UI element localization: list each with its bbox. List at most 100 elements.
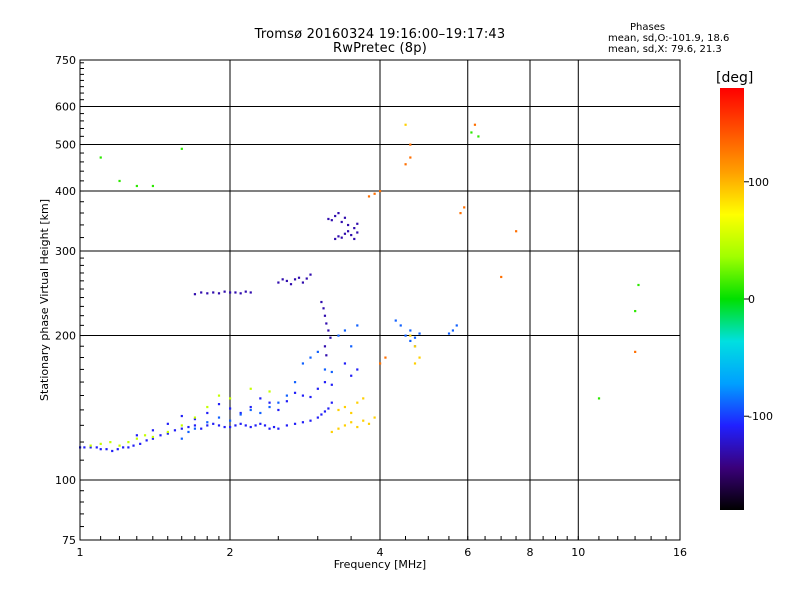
data-point <box>89 446 92 449</box>
data-point <box>244 424 247 427</box>
data-point <box>217 424 221 427</box>
data-point <box>212 422 215 425</box>
data-point <box>309 356 312 359</box>
data-point <box>99 156 102 159</box>
data-point <box>301 362 305 365</box>
data-point <box>459 212 462 215</box>
data-point <box>337 235 340 238</box>
data-point <box>316 387 319 390</box>
data-point <box>293 422 297 425</box>
data-point <box>399 324 402 327</box>
data-point <box>500 275 503 279</box>
data-point <box>239 292 242 295</box>
data-point <box>463 206 466 209</box>
data-point <box>316 350 319 353</box>
data-point <box>206 424 209 427</box>
data-point <box>180 427 183 430</box>
data-point <box>413 362 417 365</box>
data-point <box>180 424 183 427</box>
data-point <box>268 405 271 409</box>
y-tick-label: 750 <box>55 54 76 67</box>
data-point <box>305 277 308 280</box>
data-point <box>337 408 340 412</box>
data-point <box>320 300 323 304</box>
x-axis-title: Frequency [MHz] <box>334 558 426 571</box>
data-point <box>373 416 376 419</box>
data-point <box>193 427 197 430</box>
data-point <box>330 219 333 222</box>
data-point <box>285 400 288 403</box>
chart-title: Tromsø 20160324 19:16:00–19:17:43 <box>254 27 506 42</box>
data-point <box>404 334 407 337</box>
y-axis-title: Stationary phase Virtual Height [km] <box>38 199 51 401</box>
data-point <box>239 413 242 416</box>
data-point <box>289 283 293 286</box>
y-tick-label: 75 <box>62 534 76 547</box>
data-point <box>249 408 252 412</box>
data-point <box>127 446 130 449</box>
data-point <box>187 430 190 434</box>
data-point <box>340 220 343 224</box>
data-point <box>151 184 155 188</box>
data-point <box>323 314 327 317</box>
data-point <box>379 362 382 365</box>
data-point <box>309 395 312 399</box>
data-point <box>327 329 330 332</box>
data-point <box>323 381 327 384</box>
data-point <box>285 394 288 397</box>
data-point <box>249 387 252 390</box>
data-point <box>320 413 323 416</box>
data-point <box>373 192 376 195</box>
data-point <box>118 179 121 183</box>
data-point <box>327 407 330 410</box>
phase-stats-x-mode: mean, sd,X: 79.6, 21.3 <box>608 44 722 55</box>
data-point <box>151 429 155 432</box>
data-point <box>334 214 337 218</box>
data-point <box>268 427 271 430</box>
data-point <box>325 322 328 325</box>
data-point <box>309 419 312 422</box>
colorbar-tick-label: 100 <box>748 176 769 189</box>
data-point <box>193 424 197 427</box>
data-point <box>337 427 340 430</box>
data-point <box>325 354 328 357</box>
chart-subtitle: RwPretec (8p) <box>333 41 427 56</box>
data-point <box>409 156 412 159</box>
data-point <box>234 424 237 427</box>
data-point <box>229 407 232 410</box>
data-point <box>193 416 197 419</box>
data-point <box>116 448 119 451</box>
data-point <box>127 441 130 444</box>
data-point <box>99 448 102 451</box>
colorbar-tick-label: 0 <box>748 293 755 306</box>
colorbar-ticks: 100 0 -100 <box>744 176 773 423</box>
data-point <box>350 345 353 348</box>
data-point <box>330 401 333 404</box>
data-point <box>413 345 417 348</box>
data-point <box>285 279 288 283</box>
x-tick-label: 4 <box>377 546 384 559</box>
data-point <box>277 281 280 284</box>
phase-stats-o-mode: mean, sd,O:-101.9, 18.6 <box>608 33 730 44</box>
data-point <box>166 430 169 434</box>
data-point <box>239 411 242 415</box>
data-point <box>139 442 142 445</box>
data-point <box>180 414 183 418</box>
y-axis: 75 100 200 300 400 500 600 750 <box>55 54 84 547</box>
data-point <box>135 437 138 440</box>
data-point <box>343 362 347 365</box>
data-point <box>301 281 305 284</box>
data-point <box>515 230 518 233</box>
data-point <box>217 416 221 419</box>
data-point <box>323 368 327 371</box>
data-point <box>206 421 209 424</box>
data-point <box>259 411 262 415</box>
grid-layer <box>80 60 680 540</box>
data-point <box>244 290 247 293</box>
x-tick-label: 10 <box>571 546 585 559</box>
colorbar-label: [deg] <box>716 70 753 86</box>
x-tick-label: 16 <box>673 546 687 559</box>
data-point <box>346 230 350 233</box>
data-point <box>301 421 305 424</box>
